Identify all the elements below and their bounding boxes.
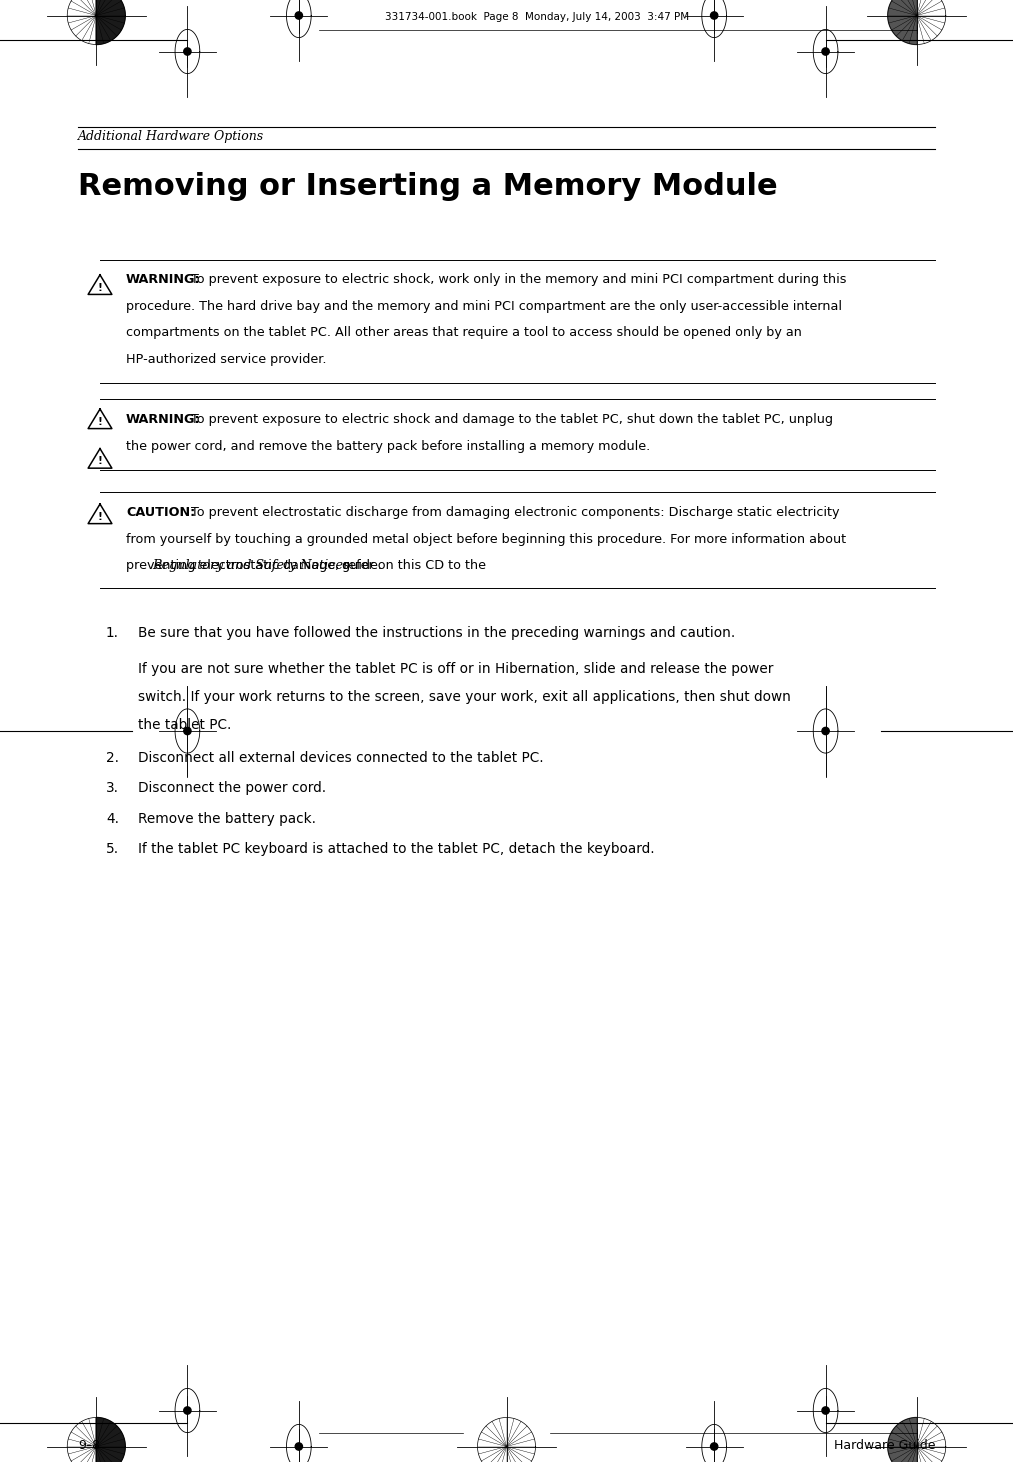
Polygon shape (887, 1418, 917, 1462)
Circle shape (822, 728, 830, 734)
Text: To prevent exposure to electric shock and damage to the tablet PC, shut down the: To prevent exposure to electric shock an… (187, 414, 834, 425)
Text: To prevent electrostatic discharge from damaging electronic components: Discharg: To prevent electrostatic discharge from … (187, 506, 840, 519)
Text: procedure. The hard drive bay and the memory and mini PCI compartment are the on: procedure. The hard drive bay and the me… (126, 300, 842, 313)
Text: the tablet PC.: the tablet PC. (138, 718, 231, 732)
Text: !: ! (97, 417, 102, 427)
Circle shape (295, 1443, 303, 1450)
Circle shape (183, 728, 191, 734)
Text: If you are not sure whether the tablet PC is off or in Hibernation, slide and re: If you are not sure whether the tablet P… (138, 662, 773, 675)
Text: CAUTION:: CAUTION: (126, 506, 196, 519)
Circle shape (295, 12, 303, 19)
Circle shape (710, 12, 718, 19)
Text: !: ! (97, 282, 102, 292)
Circle shape (183, 1406, 191, 1414)
Text: !: ! (97, 456, 102, 466)
Text: WARNING:: WARNING: (126, 273, 201, 287)
Circle shape (710, 1443, 718, 1450)
Text: 331734-001.book  Page 8  Monday, July 14, 2003  3:47 PM: 331734-001.book Page 8 Monday, July 14, … (385, 12, 689, 22)
Text: guide.: guide. (338, 560, 382, 572)
Text: the power cord, and remove the battery pack before installing a memory module.: the power cord, and remove the battery p… (126, 440, 650, 453)
Polygon shape (96, 1418, 126, 1462)
Text: switch. If your work returns to the screen, save your work, exit all application: switch. If your work returns to the scre… (138, 690, 791, 705)
Text: 2.: 2. (106, 751, 119, 765)
Text: HP-authorized service provider.: HP-authorized service provider. (126, 352, 326, 366)
Text: Remove the battery pack.: Remove the battery pack. (138, 811, 316, 826)
Text: Regulatory and Safety Notices: Regulatory and Safety Notices (153, 560, 350, 572)
Text: 5.: 5. (106, 842, 120, 857)
Text: Additional Hardware Options: Additional Hardware Options (78, 130, 264, 143)
Text: Be sure that you have followed the instructions in the preceding warnings and ca: Be sure that you have followed the instr… (138, 626, 735, 640)
Text: If the tablet PC keyboard is attached to the tablet PC, detach the keyboard.: If the tablet PC keyboard is attached to… (138, 842, 654, 857)
Text: compartments on the tablet PC. All other areas that require a tool to access sho: compartments on the tablet PC. All other… (126, 326, 802, 339)
Text: !: ! (97, 512, 102, 522)
Text: 9–8: 9–8 (78, 1439, 100, 1452)
Text: preventing electrostatic damage, refer on this CD to the: preventing electrostatic damage, refer o… (126, 560, 486, 572)
Circle shape (822, 1406, 830, 1414)
Text: WARNING:: WARNING: (126, 414, 201, 425)
Polygon shape (887, 0, 917, 44)
Text: Removing or Inserting a Memory Module: Removing or Inserting a Memory Module (78, 173, 778, 200)
Text: Disconnect the power cord.: Disconnect the power cord. (138, 781, 326, 795)
Text: Disconnect all external devices connected to the tablet PC.: Disconnect all external devices connecte… (138, 751, 544, 765)
Circle shape (822, 48, 830, 56)
Text: 1.: 1. (106, 626, 119, 640)
Text: Hardware Guide: Hardware Guide (834, 1439, 935, 1452)
Text: from yourself by touching a grounded metal object before beginning this procedur: from yourself by touching a grounded met… (126, 532, 846, 545)
Text: 3.: 3. (106, 781, 119, 795)
Circle shape (183, 48, 191, 56)
Text: 4.: 4. (106, 811, 119, 826)
Polygon shape (96, 0, 126, 44)
Text: To prevent exposure to electric shock, work only in the memory and mini PCI comp: To prevent exposure to electric shock, w… (187, 273, 847, 287)
